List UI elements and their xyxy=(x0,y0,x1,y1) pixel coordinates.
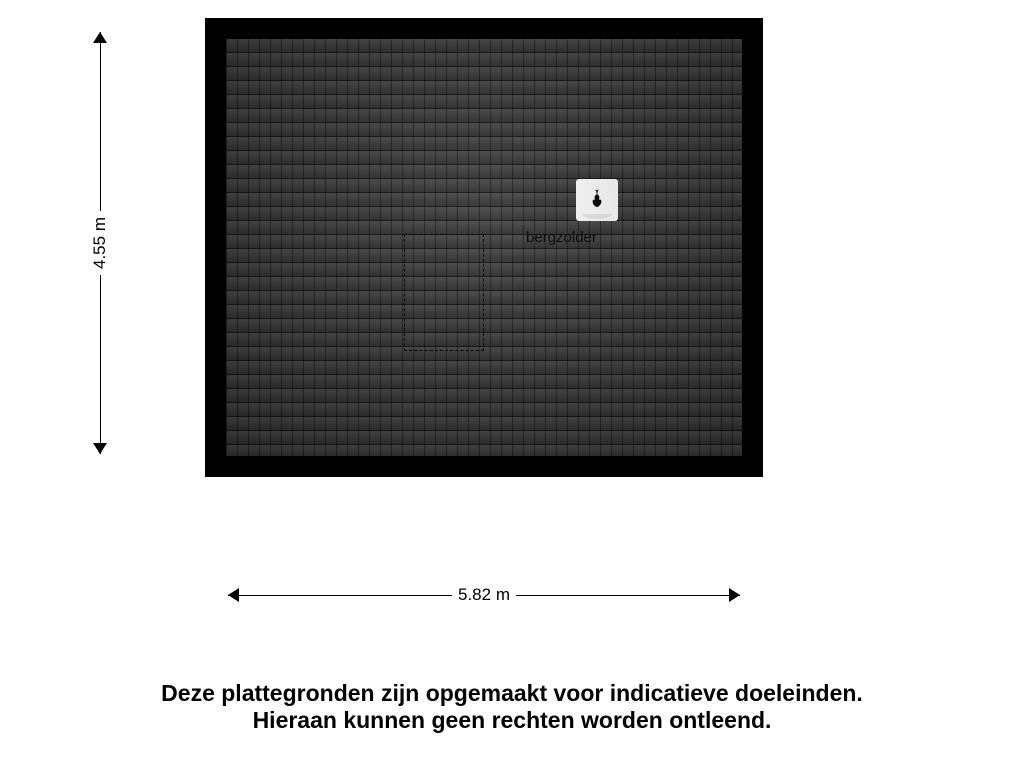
disclaimer-line-1: Deze plattegronden zijn opgemaakt voor i… xyxy=(0,680,1024,707)
roof-tile-fill: bergzolder xyxy=(226,39,742,456)
disclaimer-line-2: Hieraan kunnen geen rechten worden ontle… xyxy=(0,707,1024,734)
arrow-left-icon xyxy=(228,588,239,602)
width-dim-label: 5.82 m xyxy=(452,585,516,605)
arrow-down-icon xyxy=(93,443,107,454)
arrow-up-icon xyxy=(93,32,107,43)
disclaimer-text: Deze plattegronden zijn opgemaakt voor i… xyxy=(0,680,1024,734)
room-label: bergzolder xyxy=(526,229,597,246)
floorplan-outline: bergzolder xyxy=(205,18,763,477)
floorplan-canvas: bergzolder 4.55 m 5.82 m Deze plattegron… xyxy=(0,0,1024,768)
attic-hatch-outline xyxy=(404,234,484,351)
boiler-icon xyxy=(576,179,618,221)
arrow-right-icon xyxy=(729,588,740,602)
height-dim-label: 4.55 m xyxy=(90,211,110,275)
